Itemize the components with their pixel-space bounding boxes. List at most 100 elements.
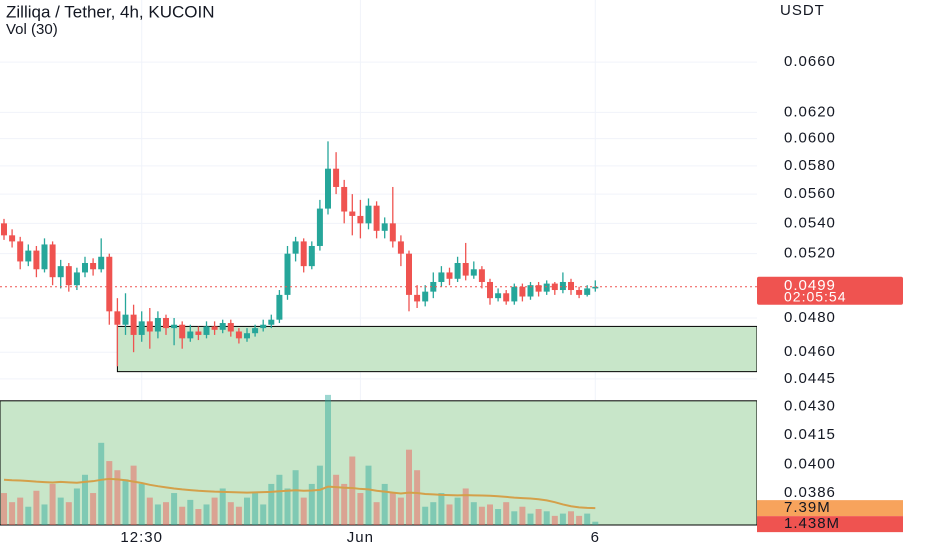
volume-bar: [25, 506, 32, 525]
y-tick-label: 0.0520: [784, 245, 836, 262]
candle-body: [551, 283, 558, 291]
volume-bar: [325, 394, 331, 525]
volume-bar: [122, 479, 129, 525]
y-tick-label: 0.0400: [784, 455, 836, 472]
candle-body: [195, 331, 202, 335]
volume-bar: [146, 497, 153, 525]
candle-body: [73, 272, 80, 286]
volume-bar: [82, 474, 88, 525]
volume-bar: [276, 474, 283, 525]
candle-body: [163, 317, 169, 329]
volume-bar: [154, 504, 161, 525]
volume-bar: [211, 497, 218, 525]
chart-title: Zilliqa / Tether, 4h, KUCOIN: [6, 2, 215, 21]
candle-body: [503, 293, 510, 302]
volume-bar: [268, 483, 275, 525]
volume-bar: [227, 502, 234, 525]
candle-body: [559, 281, 566, 291]
volume-bar: [300, 497, 307, 525]
volume-bar: [292, 470, 299, 525]
volume-last-tag: [757, 516, 903, 533]
countdown-label: 02:05:54: [784, 289, 847, 305]
candle-body: [495, 293, 502, 299]
volume-bar: [438, 493, 445, 525]
volume-bar: [454, 497, 461, 525]
candle-body: [397, 241, 404, 254]
volume-bar: [114, 470, 121, 525]
volume-bar: [65, 502, 72, 525]
volume-bar: [244, 497, 250, 525]
x-tick-label: Jun: [347, 529, 374, 546]
y-tick-label: 0.0540: [784, 214, 836, 231]
candle-body: [179, 324, 186, 339]
volume-bar: [357, 493, 364, 525]
candle-body: [9, 235, 16, 242]
volume-bar: [260, 504, 267, 525]
candle-body: [454, 262, 461, 279]
candle-body: [171, 324, 178, 329]
axis-unit: USDT: [780, 2, 825, 19]
volume-bar: [389, 493, 396, 525]
plot: [0, 0, 758, 526]
zone: [116, 325, 758, 373]
candle-body: [430, 281, 437, 292]
x-tick-label: 12:30: [120, 529, 163, 546]
volume-bar: [584, 513, 591, 525]
volume-bar: [462, 488, 469, 525]
candle-body: [33, 250, 40, 270]
candle-body: [122, 314, 129, 325]
candle-body: [422, 291, 429, 302]
candle-body: [308, 245, 315, 267]
volume-bar: [219, 488, 226, 525]
volume-bar: [308, 483, 315, 525]
candle-body: [341, 186, 348, 212]
volume-ma-label: 7.39M: [784, 499, 831, 516]
volume-bar: [519, 506, 526, 525]
candle-body: [187, 331, 194, 339]
volume-bar: [349, 456, 356, 525]
volume-bar: [9, 502, 16, 525]
candle-body: [154, 317, 161, 332]
candle-body: [357, 215, 364, 224]
volume-bar: [163, 502, 169, 525]
volume-bar: [535, 509, 542, 525]
y-tick-label: 0.0445: [784, 370, 836, 387]
candle-body: [284, 253, 291, 295]
candle-body: [406, 253, 412, 295]
volume-bar: [57, 497, 64, 525]
volume-bar: [373, 502, 380, 525]
volume-bar: [430, 502, 437, 525]
volume-bar: [130, 465, 137, 525]
y-tick-label: 0.0600: [784, 130, 836, 147]
y-tick-label: 0.0386: [784, 484, 836, 501]
volume-bar: [284, 488, 291, 525]
volume-bar: [1, 493, 7, 525]
candle-body: [276, 294, 283, 320]
candle-body: [268, 319, 275, 325]
volume-bar: [171, 493, 178, 525]
candle-body: [292, 241, 299, 254]
candle-body: [389, 223, 396, 242]
volume-bar: [98, 442, 105, 525]
y-tick-label: 0.0580: [784, 157, 836, 174]
candle-body: [568, 281, 574, 291]
candle-body: [49, 244, 56, 278]
candle-body: [211, 326, 218, 330]
candle-body: [106, 256, 113, 312]
candle-body: [592, 286, 599, 289]
candle-body: [65, 266, 72, 286]
volume-bar: [195, 509, 202, 525]
volume-bar: [527, 513, 534, 525]
volume-last-label: 1.438M: [784, 515, 840, 532]
candle-body: [203, 326, 210, 335]
candle-body: [349, 211, 356, 216]
candle-body: [333, 168, 340, 187]
candle-body: [82, 262, 88, 273]
volume-bar: [49, 483, 56, 525]
volume-bar: [106, 461, 113, 525]
candle-body: [535, 285, 542, 292]
candle-body: [511, 286, 518, 302]
y-tick-label: 0.0430: [784, 397, 836, 414]
candle-body: [576, 290, 583, 295]
